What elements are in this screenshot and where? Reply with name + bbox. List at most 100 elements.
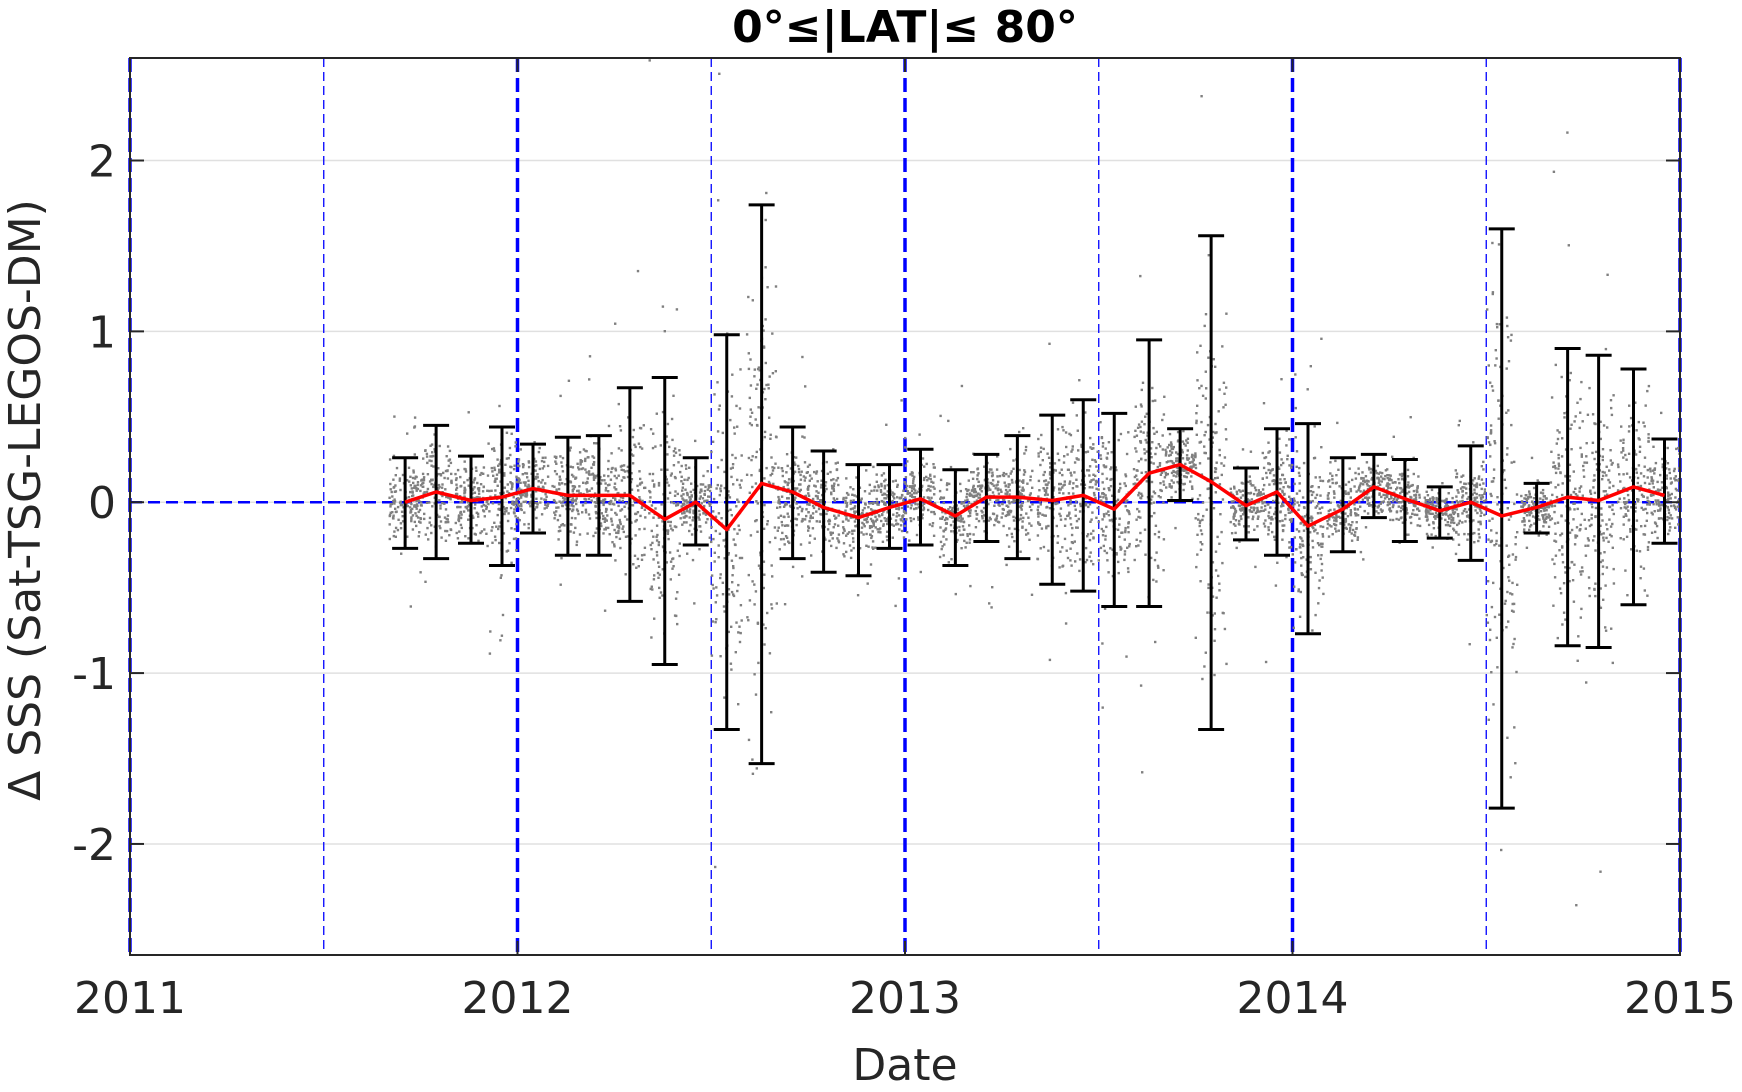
data-point [1450, 516, 1452, 518]
data-point [939, 490, 941, 492]
data-point [930, 485, 932, 487]
data-point [1199, 525, 1201, 527]
data-point [905, 476, 907, 478]
data-point [1162, 569, 1164, 571]
data-point [1413, 504, 1415, 506]
data-point [638, 443, 640, 445]
data-point [688, 467, 690, 469]
data-point [1070, 523, 1072, 525]
data-point [880, 483, 882, 485]
data-point [1137, 494, 1139, 496]
data-point [717, 484, 719, 486]
data-point [1078, 570, 1080, 572]
data-point [844, 500, 846, 502]
data-point [528, 527, 530, 529]
data-point [1476, 484, 1478, 486]
data-point [1506, 737, 1508, 739]
data-point [867, 506, 869, 508]
data-point [685, 499, 687, 501]
data-point [1365, 526, 1367, 528]
data-point [960, 518, 962, 520]
data-point [1307, 388, 1309, 390]
data-point [474, 507, 476, 509]
data-point [1172, 448, 1174, 450]
data-point [1510, 339, 1512, 341]
data-point [1463, 510, 1465, 512]
data-point [464, 468, 466, 470]
data-point [736, 499, 738, 501]
data-point [1152, 400, 1154, 402]
data-point [1042, 474, 1044, 476]
data-point [740, 604, 742, 606]
data-point [535, 498, 537, 500]
data-point [1335, 474, 1337, 476]
data-point [685, 521, 687, 523]
data-point [689, 524, 691, 526]
data-point [1462, 494, 1464, 496]
data-point [514, 515, 516, 517]
data-point [554, 460, 556, 462]
data-point [1362, 477, 1364, 479]
data-point [677, 493, 679, 495]
data-point [798, 468, 800, 470]
data-point [619, 538, 621, 540]
data-point [1154, 641, 1156, 643]
data-point [738, 525, 740, 527]
data-point [653, 618, 655, 620]
data-point [1009, 448, 1011, 450]
data-point [1487, 580, 1489, 582]
data-point [389, 538, 391, 540]
data-point [1091, 486, 1093, 488]
data-point [1158, 536, 1160, 538]
data-point [850, 503, 852, 505]
data-point [595, 505, 597, 507]
data-point [874, 486, 876, 488]
data-point [1012, 516, 1014, 518]
data-point [1358, 501, 1360, 503]
data-point [1153, 512, 1155, 514]
data-point [1184, 463, 1186, 465]
data-point [1495, 532, 1497, 534]
data-point [770, 603, 772, 605]
data-point [1469, 643, 1471, 645]
data-point [399, 489, 401, 491]
data-point [692, 516, 694, 518]
data-point [1003, 472, 1005, 474]
data-point [827, 528, 829, 530]
data-point [1200, 385, 1202, 387]
data-point [1075, 509, 1077, 511]
data-point [1530, 524, 1532, 526]
data-point [555, 502, 557, 504]
data-point [733, 595, 735, 597]
data-point [699, 513, 701, 515]
data-point [1351, 532, 1353, 534]
data-point [1078, 379, 1080, 381]
data-point [1137, 544, 1139, 546]
data-point [1453, 529, 1455, 531]
data-point [812, 512, 814, 514]
data-point [1484, 491, 1486, 493]
data-point [458, 530, 460, 532]
data-point [754, 520, 756, 522]
data-point [800, 543, 802, 545]
data-point [795, 502, 797, 504]
data-point [556, 473, 558, 475]
data-point [426, 527, 428, 529]
data-point [1021, 502, 1023, 504]
data-point [723, 605, 725, 607]
data-point [960, 502, 962, 504]
data-point [730, 626, 732, 628]
data-point [1048, 457, 1050, 459]
data-point [557, 519, 559, 521]
data-point [614, 483, 616, 485]
data-point [1169, 485, 1171, 487]
data-point [700, 530, 702, 532]
data-point [1079, 558, 1081, 560]
data-point [766, 612, 768, 614]
data-point [846, 492, 848, 494]
data-point [1463, 486, 1465, 488]
data-point [1182, 483, 1184, 485]
data-point [585, 471, 587, 473]
data-point [1003, 475, 1005, 477]
data-point [614, 475, 616, 477]
